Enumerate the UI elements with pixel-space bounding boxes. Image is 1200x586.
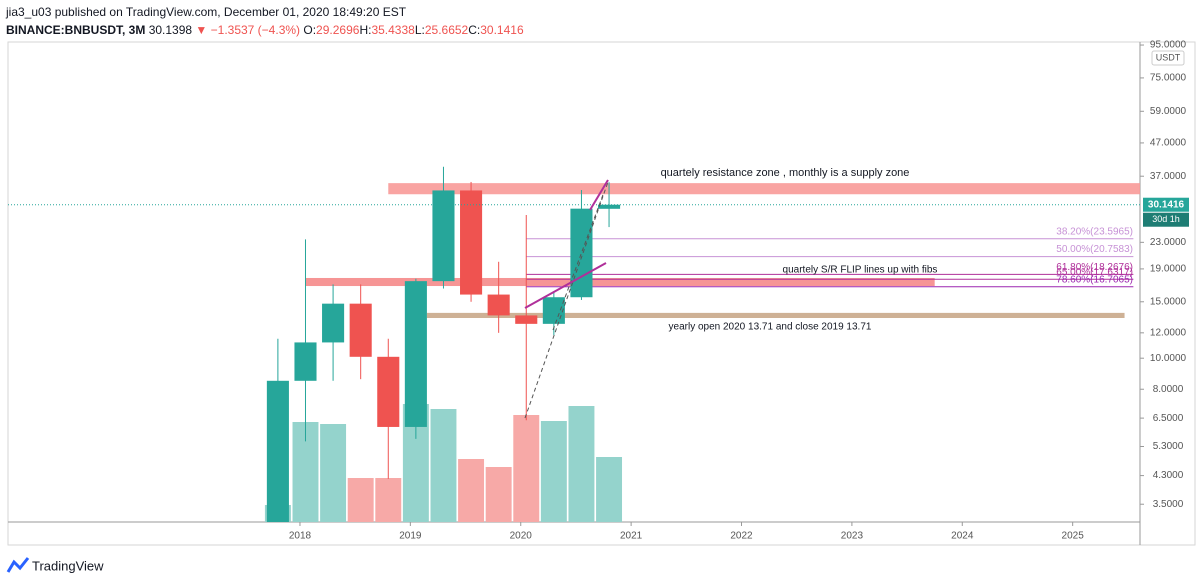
arrow-line bbox=[589, 179, 609, 211]
candle-body bbox=[515, 315, 538, 324]
y-tick-label: 6.5000 bbox=[1153, 413, 1184, 424]
brand: TradingView bbox=[32, 558, 104, 573]
ohlc-label: C: bbox=[468, 23, 481, 37]
y-tick-label: 15.0000 bbox=[1150, 296, 1187, 307]
volume-bar bbox=[513, 415, 540, 522]
volume-bar bbox=[540, 421, 567, 522]
zone-note: quartely resistance zone , monthly is a … bbox=[661, 167, 910, 179]
volume-bar bbox=[320, 424, 347, 522]
arrow-line bbox=[524, 262, 607, 309]
volume-bar bbox=[375, 478, 402, 522]
ohlc: O:29.2696H:35.4338L:25.6652C:30.1416 bbox=[303, 23, 523, 37]
candle-body bbox=[460, 190, 483, 295]
countdown: 30d 1h bbox=[1152, 214, 1180, 224]
ohlc-label: L: bbox=[414, 23, 425, 37]
candle-body bbox=[598, 204, 621, 209]
countdown-box bbox=[1143, 212, 1189, 227]
publisher-line: jia3_u03 published on TradingView.com, D… bbox=[6, 5, 407, 19]
zone bbox=[426, 312, 1125, 319]
x-tick-label: 2020 bbox=[510, 531, 533, 542]
frame bbox=[7, 41, 1196, 546]
y-tick-label: 12.0000 bbox=[1150, 327, 1187, 338]
candle-body bbox=[432, 190, 455, 282]
trend-line bbox=[552, 191, 605, 331]
zone-note: quartely S/R FLIP lines up with fibs bbox=[783, 265, 938, 276]
ohlc-value: 29.2696 bbox=[316, 23, 360, 37]
candle-body bbox=[322, 303, 345, 343]
zone bbox=[388, 183, 1140, 195]
ohlc-value: 35.4338 bbox=[371, 23, 415, 37]
x-tick-label: 2025 bbox=[1062, 531, 1085, 542]
currency-box bbox=[1151, 50, 1185, 66]
y-tick-label: 3.5000 bbox=[1153, 499, 1184, 510]
candle-body bbox=[542, 297, 565, 324]
last: 30.1398 bbox=[148, 23, 193, 37]
candle-body bbox=[349, 303, 372, 357]
fib-label: 65.00%(17.6317) bbox=[1056, 267, 1133, 278]
y-tick-label: 19.0000 bbox=[1150, 264, 1187, 275]
currency: USDT bbox=[1156, 52, 1181, 62]
zone bbox=[305, 277, 935, 287]
fib-label: 61.80%(18.2676) bbox=[1056, 262, 1133, 273]
y-tick-label: 4.3000 bbox=[1153, 470, 1184, 481]
x-tick-label: 2024 bbox=[951, 531, 974, 542]
y-tick-label: 37.0000 bbox=[1150, 171, 1187, 182]
candle-body bbox=[570, 208, 593, 298]
y-tick-label: 23.0000 bbox=[1150, 237, 1187, 248]
candle-body bbox=[487, 294, 510, 316]
x-tick-label: 2018 bbox=[289, 531, 312, 542]
fib-label: 78.60%(16.7065) bbox=[1056, 274, 1133, 285]
candle-body bbox=[294, 342, 317, 381]
plot bbox=[8, 166, 1140, 522]
axes: 95.0000 75.0000 59.0000 47.0000 37.0000 23.00… bbox=[289, 40, 1189, 542]
x-tick-label: 2019 bbox=[399, 531, 422, 542]
y-tick-label: 47.0000 bbox=[1150, 138, 1187, 149]
x-tick-label: 2021 bbox=[620, 531, 643, 542]
volume-bar bbox=[347, 478, 374, 522]
symbol-line: BINANCE:BNBUSDT, 3M 30.1398 ▼ −1.3537 (−… bbox=[6, 23, 524, 37]
y-tick-label: 59.0000 bbox=[1150, 106, 1187, 117]
volume-bar bbox=[458, 459, 485, 522]
fib-label: 50.00%(20.7583) bbox=[1056, 244, 1133, 255]
volume-bar bbox=[568, 406, 595, 522]
candle-body bbox=[377, 356, 400, 427]
ohlc-label: O: bbox=[303, 23, 317, 37]
x-tick-label: 2023 bbox=[841, 531, 864, 542]
ohlc-value: 25.6652 bbox=[424, 23, 469, 37]
last-price-box bbox=[1143, 197, 1189, 212]
volume-bar bbox=[596, 457, 623, 522]
y-tick-label: 8.0000 bbox=[1153, 384, 1184, 395]
candle-body bbox=[266, 380, 289, 522]
y-tick-label: 95.0000 bbox=[1150, 40, 1187, 51]
candle-body bbox=[404, 281, 427, 427]
y-tick-label: 10.0000 bbox=[1150, 353, 1187, 364]
zone-note: yearly open 2020 13.71 and close 2019 13… bbox=[669, 322, 872, 333]
ohlc-value: 30.1416 bbox=[480, 23, 524, 37]
x-tick-label: 2022 bbox=[730, 531, 753, 542]
last-price-label: 30.1416 bbox=[1148, 199, 1185, 210]
y-tick-label: 75.0000 bbox=[1150, 73, 1187, 84]
symbol: BINANCE:BNBUSDT, 3M bbox=[6, 23, 146, 37]
fib-label: 38.20%(23.5965) bbox=[1056, 226, 1133, 237]
logo: TradingView bbox=[6, 557, 104, 573]
ohlc-label: H: bbox=[359, 23, 372, 37]
y-tick-label: 5.3000 bbox=[1153, 441, 1184, 452]
change: ▼ −1.3537 (−4.3%) bbox=[195, 23, 301, 37]
volume-bar bbox=[485, 467, 512, 522]
volume-bar bbox=[430, 409, 457, 522]
drawings bbox=[524, 179, 609, 419]
